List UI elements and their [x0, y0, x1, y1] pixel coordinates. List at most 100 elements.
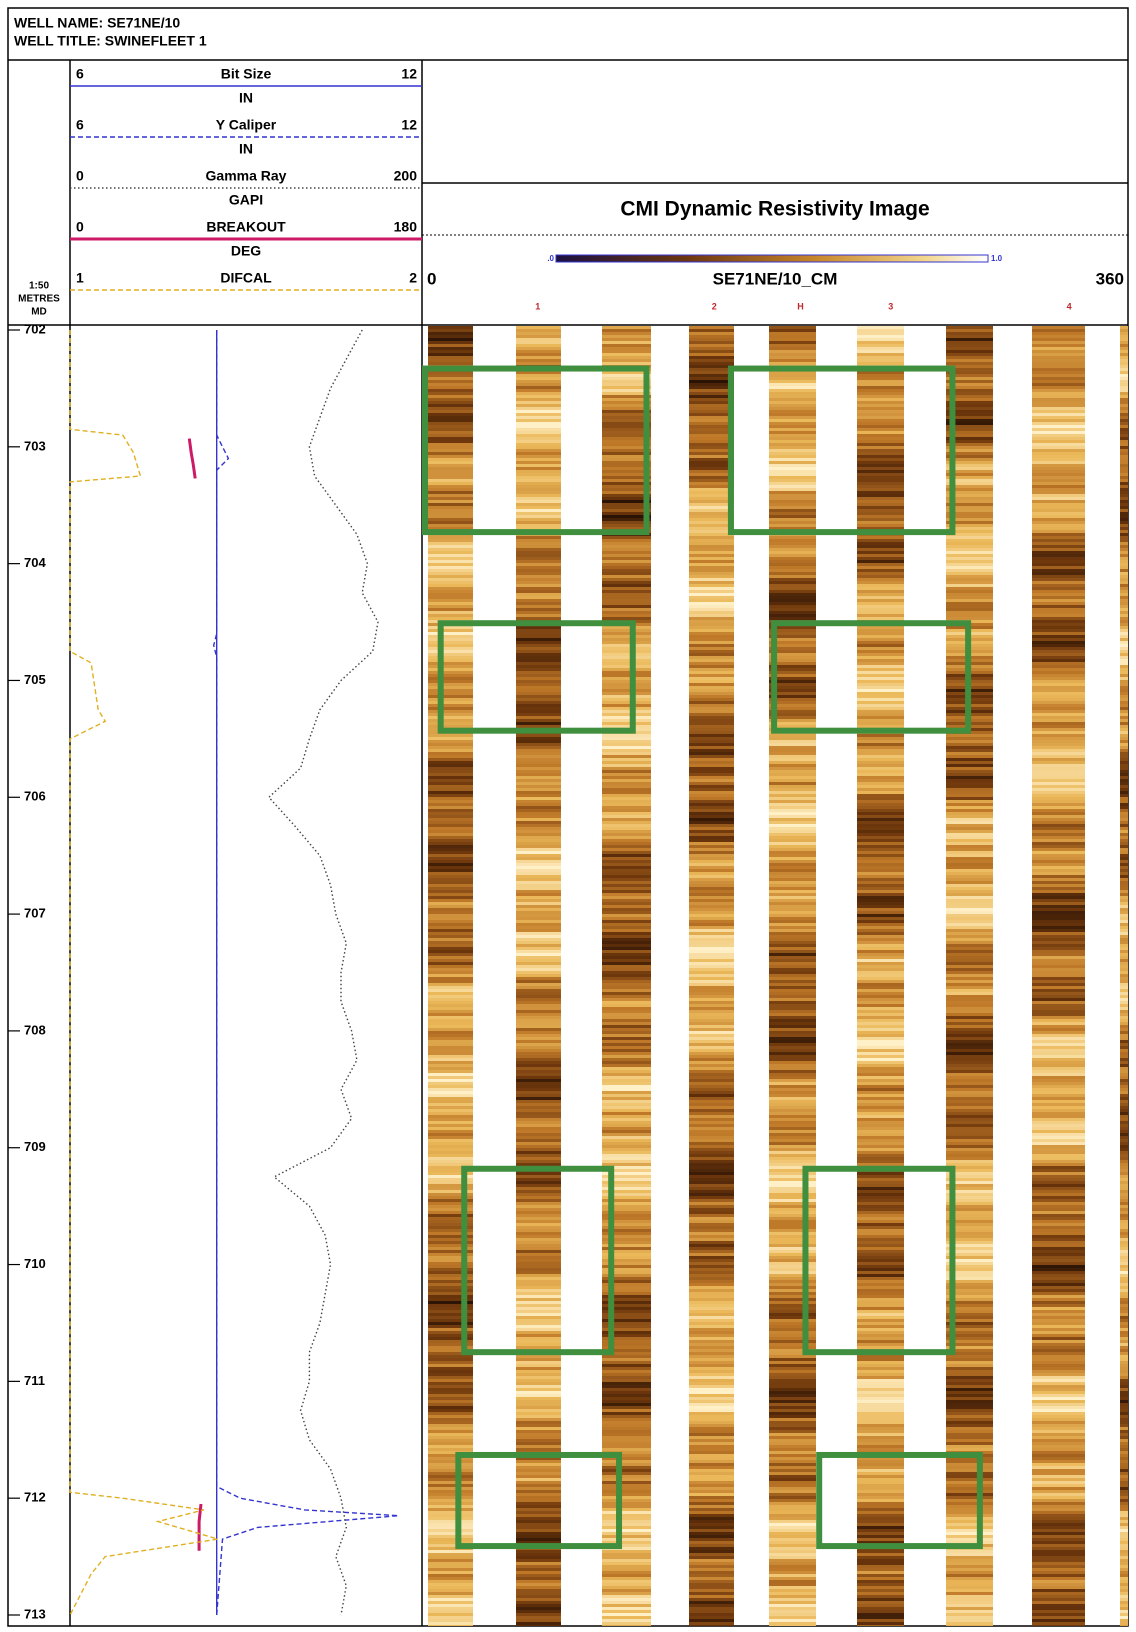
- image-stripe: [689, 794, 734, 797]
- image-stripe: [1120, 680, 1128, 683]
- image-stripe: [946, 1142, 993, 1145]
- image-stripe: [1120, 653, 1128, 656]
- image-stripe: [1120, 839, 1128, 842]
- image-stripe: [769, 461, 816, 464]
- image-stripe: [946, 1376, 993, 1379]
- image-stripe: [1120, 773, 1128, 776]
- image-stripe: [946, 1364, 993, 1367]
- image-stripe: [946, 743, 993, 746]
- image-stripe: [857, 890, 904, 893]
- image-stripe: [857, 1178, 904, 1181]
- image-stripe: [1032, 452, 1085, 455]
- image-stripe: [1032, 1064, 1085, 1067]
- image-stripe: [689, 770, 734, 773]
- image-stripe: [769, 1313, 816, 1316]
- image-stripe: [689, 1322, 734, 1325]
- image-stripe: [428, 848, 473, 851]
- image-stripe: [689, 647, 734, 650]
- image-stripe: [857, 1394, 904, 1397]
- image-stripe: [602, 926, 651, 929]
- image-stripe: [428, 353, 473, 356]
- image-stripe: [428, 1079, 473, 1082]
- image-stripe: [689, 1223, 734, 1226]
- image-stripe: [602, 935, 651, 938]
- image-stripe: [602, 1067, 651, 1070]
- image-stripe: [857, 848, 904, 851]
- image-stripe: [689, 617, 734, 620]
- image-stripe: [516, 1268, 561, 1271]
- image-stripe: [1032, 731, 1085, 734]
- image-stripe: [516, 1439, 561, 1442]
- image-stripe: [516, 677, 561, 680]
- image-stripe: [428, 1058, 473, 1061]
- image-stripe: [1120, 407, 1128, 410]
- image-stripe: [428, 1010, 473, 1013]
- image-stripe: [602, 1496, 651, 1499]
- image-stripe: [1032, 1487, 1085, 1490]
- image-stripe: [689, 377, 734, 380]
- image-stripe: [857, 1289, 904, 1292]
- image-stripe: [428, 1070, 473, 1073]
- image-stripe: [1032, 581, 1085, 584]
- image-stripe: [516, 1364, 561, 1367]
- image-stripe: [516, 1280, 561, 1283]
- image-stripe: [857, 929, 904, 932]
- image-stripe: [1032, 1100, 1085, 1103]
- image-stripe: [689, 767, 734, 770]
- image-stripe: [1120, 1304, 1128, 1307]
- image-stripe: [1032, 1370, 1085, 1373]
- image-stripe: [1120, 878, 1128, 881]
- image-stripe: [516, 968, 561, 971]
- image-stripe: [946, 359, 993, 362]
- image-stripe: [1120, 401, 1128, 404]
- image-stripe: [1120, 881, 1128, 884]
- image-stripe: [1120, 584, 1128, 587]
- image-stripe: [1032, 1337, 1085, 1340]
- image-stripe: [1120, 965, 1128, 968]
- image-stripe: [1032, 335, 1085, 338]
- image-stripe: [689, 629, 734, 632]
- image-stripe: [428, 857, 473, 860]
- image-stripe: [946, 1586, 993, 1589]
- image-stripe: [946, 749, 993, 752]
- image-stripe: [1120, 1391, 1128, 1394]
- image-stripe: [516, 1265, 561, 1268]
- image-stripe: [602, 752, 651, 755]
- image-stripe: [602, 794, 651, 797]
- image-stripe: [857, 455, 904, 458]
- image-stripe: [769, 1451, 816, 1454]
- image-stripe: [689, 1394, 734, 1397]
- image-stripe: [1032, 980, 1085, 983]
- image-stripe: [1120, 758, 1128, 761]
- image-stripe: [428, 419, 473, 422]
- image-stripe: [857, 341, 904, 344]
- image-stripe: [428, 1415, 473, 1418]
- image-stripe: [689, 968, 734, 971]
- image-stripe: [1032, 347, 1085, 350]
- image-stripe: [602, 1163, 651, 1166]
- image-stripe: [602, 887, 651, 890]
- image-stripe: [516, 452, 561, 455]
- image-stripe: [428, 677, 473, 680]
- image-stripe: [428, 845, 473, 848]
- image-stripe: [689, 569, 734, 572]
- image-stripe: [1032, 782, 1085, 785]
- image-stripe: [602, 875, 651, 878]
- image-stripe: [1120, 1151, 1128, 1154]
- image-stripe: [428, 335, 473, 338]
- image-stripe: [689, 803, 734, 806]
- image-stripe: [516, 1160, 561, 1163]
- image-stripe: [428, 839, 473, 842]
- image-stripe: [1032, 1580, 1085, 1583]
- image-stripe: [689, 1265, 734, 1268]
- image-stripe: [602, 1562, 651, 1565]
- image-stripe: [516, 977, 561, 980]
- image-stripe: [516, 374, 561, 377]
- image-stripe: [1120, 746, 1128, 749]
- image-stripe: [516, 971, 561, 974]
- image-stripe: [769, 1130, 816, 1133]
- image-stripe: [689, 758, 734, 761]
- image-stripe: [1032, 1163, 1085, 1166]
- image-stripe: [516, 1412, 561, 1415]
- image-stripe: [428, 416, 473, 419]
